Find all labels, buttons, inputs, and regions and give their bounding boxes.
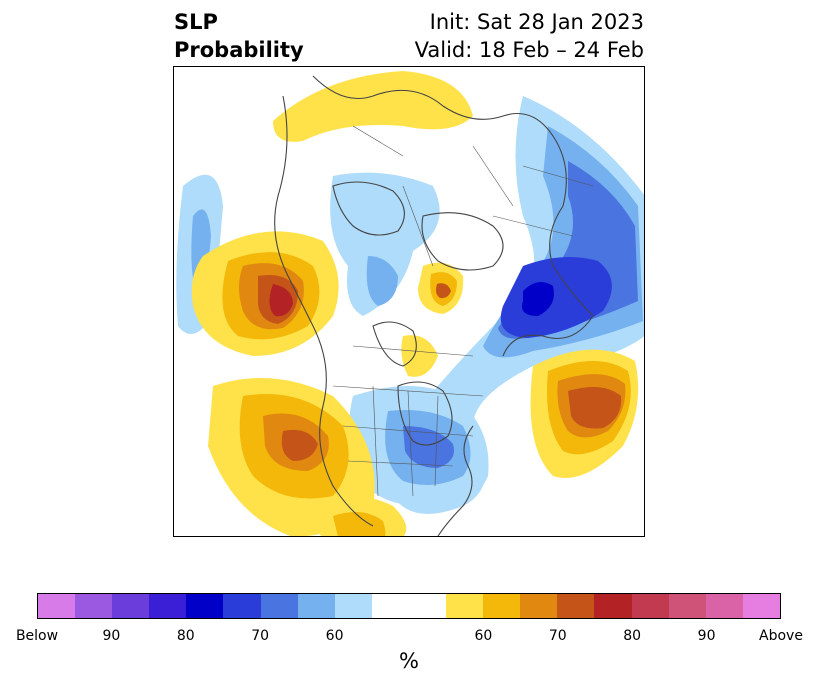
colorbar-swatch [668,594,706,618]
colorbar-tick-label: 80 [623,628,642,644]
colorbar-tick-label: 60 [474,628,493,644]
colorbar-unit: % [399,649,419,673]
colorbar-tick-label: 90 [102,628,121,644]
above-anomaly-southwest [208,378,375,537]
colorbar-swatch [446,594,484,618]
colorbar-tick-label: 70 [251,628,270,644]
below-anomaly-north-america [349,386,489,507]
colorbar-tick-label: Below [15,628,59,644]
title-line-1: SLP [174,10,218,34]
valid-range: Valid: 18 Feb – 24 Feb [414,38,644,62]
colorbar-swatch [38,594,76,618]
below-anomaly-arctic [176,172,440,334]
colorbar-swatch [483,594,521,618]
probability-map [173,66,645,537]
colorbar-swatch [705,594,743,618]
init-date: Init: Sat 28 Jan 2023 [429,10,644,34]
title-line-2: Probability [174,38,304,62]
borders [332,125,594,497]
colorbar-swatch [557,594,595,618]
above-anomaly-pacific [191,231,339,356]
coastlines [274,75,594,537]
colorbar-tick-label: Above [759,628,803,644]
colorbar-swatch [520,594,558,618]
above-anomaly-atlantic [530,349,639,478]
colorbar-tick-label: 70 [548,628,567,644]
colorbar-tick-label: 90 [697,628,716,644]
colorbar [37,593,781,619]
colorbar-swatch [75,594,113,618]
map-title: SLP Probability [174,8,304,64]
colorbar-swatch [223,594,261,618]
colorbar-swatch [297,594,335,618]
colorbar-tick-label: 60 [325,628,344,644]
colorbar-swatch [631,594,669,618]
colorbar-swatch [260,594,298,618]
colorbar-swatch [371,594,409,618]
colorbar-swatch [742,594,780,618]
colorbar-swatch [112,594,150,618]
colorbar-swatch [594,594,632,618]
colorbar-swatch [408,594,447,618]
colorbar-swatch [186,594,224,618]
colorbar-swatch [334,594,372,618]
colorbar-swatch [149,594,187,618]
colorbar-tick-label: 80 [176,628,195,644]
map-subtitle: Init: Sat 28 Jan 2023 Valid: 18 Feb – 24… [415,8,644,64]
